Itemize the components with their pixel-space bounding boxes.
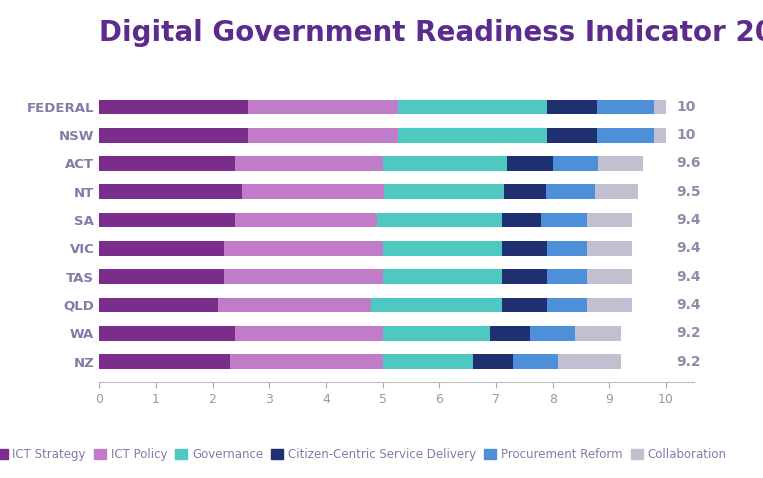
Text: 10: 10 xyxy=(676,100,696,114)
Bar xyxy=(507,156,552,171)
Bar xyxy=(382,156,507,171)
Bar xyxy=(248,99,398,114)
Text: 9.4: 9.4 xyxy=(676,270,701,283)
Bar xyxy=(99,269,224,284)
Bar xyxy=(552,156,598,171)
Bar xyxy=(382,354,473,369)
Bar xyxy=(99,326,235,341)
Bar xyxy=(541,213,587,228)
Bar xyxy=(473,354,513,369)
Text: 10: 10 xyxy=(676,128,696,142)
Bar xyxy=(99,213,235,228)
Bar xyxy=(382,241,501,256)
Text: 9.4: 9.4 xyxy=(676,213,701,227)
Text: 9.4: 9.4 xyxy=(676,241,701,255)
Bar xyxy=(377,213,501,228)
Bar xyxy=(372,298,501,312)
Bar xyxy=(547,241,587,256)
Bar xyxy=(99,99,248,114)
Bar xyxy=(235,156,382,171)
Bar xyxy=(99,128,248,142)
Bar xyxy=(398,128,546,142)
Bar xyxy=(99,156,235,171)
Text: 9.6: 9.6 xyxy=(676,156,700,171)
Bar xyxy=(547,298,587,312)
Bar xyxy=(587,298,632,312)
Text: Digital Government Readiness Indicator 2024: Digital Government Readiness Indicator 2… xyxy=(99,19,763,47)
Bar xyxy=(382,326,491,341)
Text: 9.4: 9.4 xyxy=(676,298,701,312)
Bar xyxy=(99,354,230,369)
Bar xyxy=(491,326,530,341)
Bar xyxy=(595,185,638,199)
Bar xyxy=(547,269,587,284)
Bar xyxy=(501,298,547,312)
Bar xyxy=(224,241,382,256)
Bar xyxy=(598,156,643,171)
Bar xyxy=(530,326,575,341)
Bar xyxy=(501,241,547,256)
Bar xyxy=(382,269,501,284)
Bar xyxy=(384,185,504,199)
Bar xyxy=(224,269,382,284)
Legend: ICT Strategy, ICT Policy, Governance, Citizen-Centric Service Delivery, Procurem: ICT Strategy, ICT Policy, Governance, Ci… xyxy=(0,443,731,466)
Bar xyxy=(218,298,372,312)
Bar xyxy=(230,354,382,369)
Bar xyxy=(546,185,595,199)
Bar xyxy=(99,185,242,199)
Text: 9.2: 9.2 xyxy=(676,355,701,369)
Bar xyxy=(597,99,654,114)
Bar xyxy=(248,128,398,142)
Bar xyxy=(504,185,546,199)
Bar xyxy=(398,99,546,114)
Bar xyxy=(575,326,620,341)
Bar xyxy=(513,354,559,369)
Bar xyxy=(235,326,382,341)
Bar xyxy=(546,128,597,142)
Bar xyxy=(587,213,632,228)
Bar xyxy=(654,99,666,114)
Bar xyxy=(242,185,384,199)
Bar xyxy=(501,269,547,284)
Bar xyxy=(99,298,218,312)
Bar xyxy=(587,241,632,256)
Bar xyxy=(597,128,654,142)
Bar xyxy=(559,354,620,369)
Text: 9.2: 9.2 xyxy=(676,326,701,340)
Text: 9.5: 9.5 xyxy=(676,185,701,199)
Bar xyxy=(99,241,224,256)
Bar xyxy=(587,269,632,284)
Bar xyxy=(654,128,666,142)
Bar xyxy=(235,213,377,228)
Bar xyxy=(546,99,597,114)
Bar xyxy=(501,213,541,228)
